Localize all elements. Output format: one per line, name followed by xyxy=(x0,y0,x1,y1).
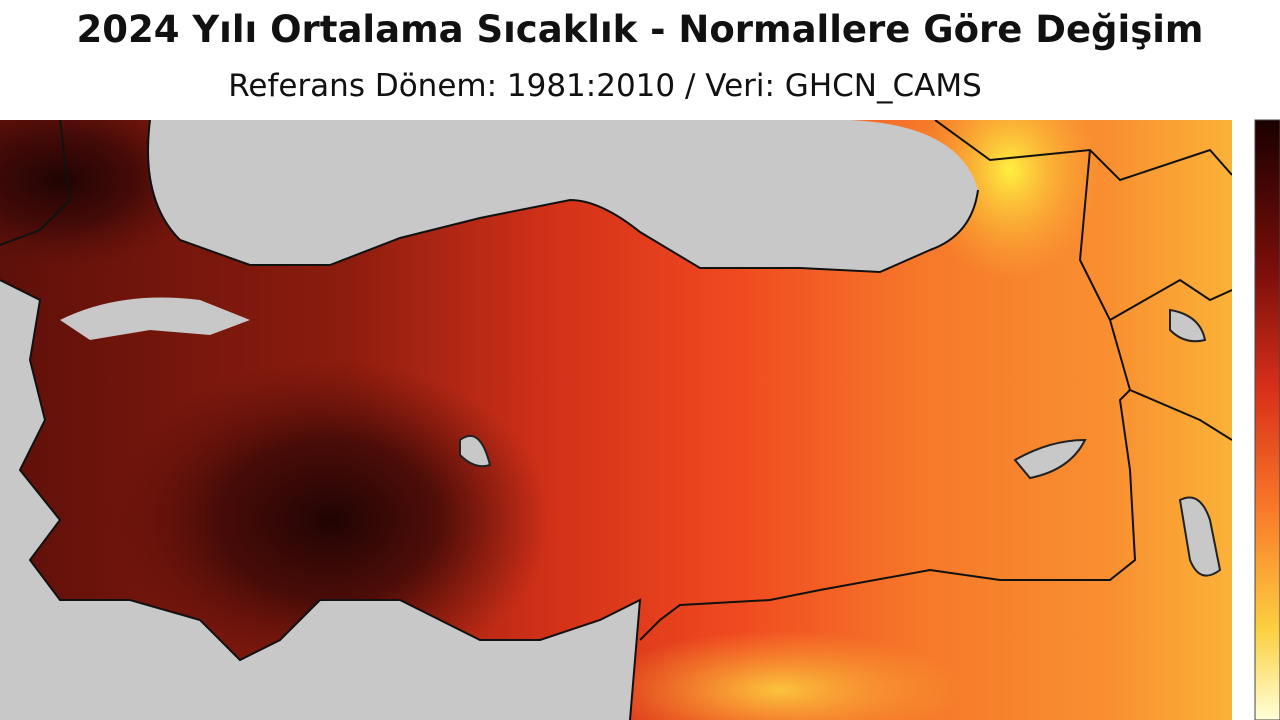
colorbar xyxy=(1254,119,1280,720)
coastline xyxy=(0,279,642,720)
black-sea xyxy=(148,120,978,272)
mediterranean-sea xyxy=(0,280,640,720)
coastline xyxy=(147,120,979,274)
border xyxy=(0,120,1232,641)
map-title: 2024 Yılı Ortalama Sıcaklık - Normallere… xyxy=(76,8,1204,51)
cool-area xyxy=(920,120,1100,280)
hot-area xyxy=(110,360,550,680)
border xyxy=(1109,278,1232,441)
map-subtitle: Referans Dönem: 1981:2010 / Veri: GHCN_C… xyxy=(228,68,982,104)
lake-sevan xyxy=(1169,308,1207,343)
lake-urmia xyxy=(1178,496,1222,577)
marmara-sea xyxy=(60,297,250,340)
cool-area xyxy=(600,630,960,720)
lake-van xyxy=(1013,438,1087,480)
lake-tuz xyxy=(459,434,492,468)
map-area xyxy=(0,120,1232,720)
